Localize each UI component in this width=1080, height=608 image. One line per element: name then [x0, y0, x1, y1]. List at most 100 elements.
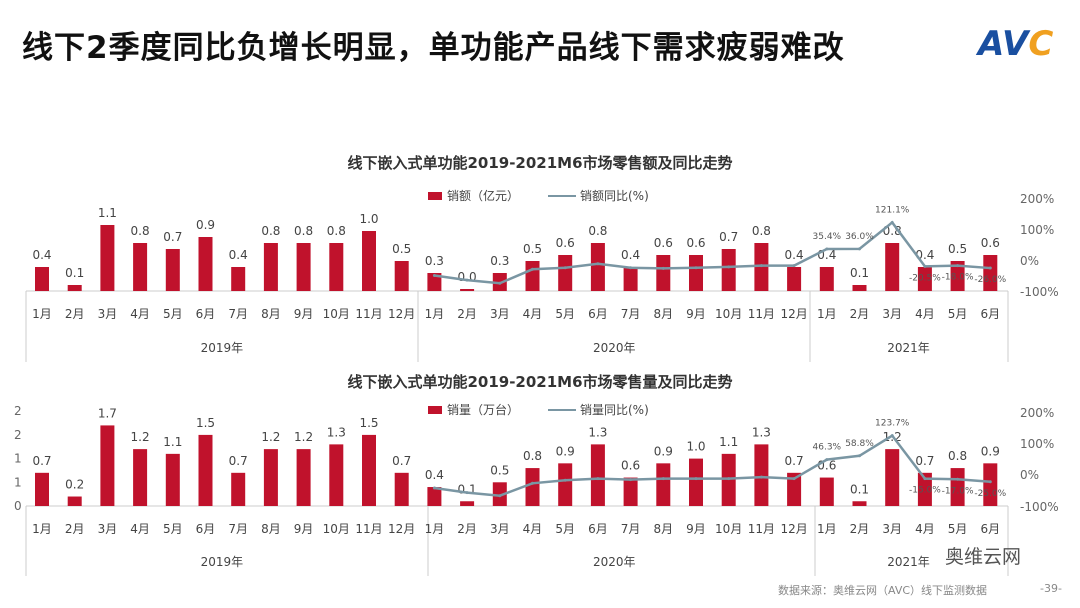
x-tick-label: 9月	[686, 522, 706, 536]
bar	[133, 449, 148, 506]
bar	[787, 472, 802, 506]
x-tick-label: 9月	[686, 307, 706, 321]
x-tick-label: 1月	[425, 522, 445, 536]
bar-value-label: 0.8	[131, 224, 150, 238]
bar	[689, 255, 703, 291]
x-tick-label: 3月	[882, 307, 902, 321]
bar	[263, 243, 278, 291]
yoy-label: -25.0%	[974, 489, 1006, 499]
yoy-point	[759, 475, 763, 479]
yoy-point	[465, 278, 469, 282]
bar-value-label: 1.0	[359, 212, 378, 226]
yoy-point	[661, 477, 665, 481]
bar	[35, 267, 49, 291]
x-tick-label: 1月	[817, 522, 837, 536]
x-tick-label: 10月	[715, 307, 742, 321]
x-tick-label: 12月	[388, 522, 415, 536]
yoy-point	[596, 477, 600, 481]
bar	[852, 285, 867, 291]
bar-value-label: 0.4	[229, 248, 248, 262]
yoy-label: -18.0%	[942, 273, 974, 283]
x-tick-label: 11月	[355, 307, 382, 321]
yoy-point	[890, 220, 894, 224]
bar	[656, 255, 671, 291]
bar-value-label: 0.4	[425, 468, 444, 482]
bar	[885, 449, 900, 506]
x-tick-label: 11月	[748, 307, 775, 321]
bar-value-label: 1.3	[588, 425, 607, 439]
legend-bar-swatch	[428, 406, 442, 414]
x-tick-label: 4月	[915, 307, 935, 321]
x-tick-label: 8月	[261, 307, 281, 321]
avc-logo: AVC	[978, 24, 1054, 64]
bar-value-label: 0.5	[392, 242, 411, 256]
bar	[656, 463, 671, 506]
bar	[165, 249, 180, 291]
x-tick-label: 6月	[980, 522, 1000, 536]
x-tick-label: 7月	[228, 522, 248, 536]
y2-tick-label: -100%	[1020, 285, 1059, 299]
group-label: 2020年	[593, 555, 636, 569]
bar	[885, 243, 900, 291]
bar	[67, 496, 82, 506]
yoy-point	[858, 247, 861, 251]
bar	[983, 463, 998, 506]
yoy-point	[792, 264, 796, 268]
legend-line-label: 销量同比(%)	[580, 403, 649, 417]
bar	[460, 501, 475, 506]
bar	[329, 444, 344, 506]
yoy-point	[432, 274, 436, 277]
y2-tick-label: -100%	[1020, 500, 1059, 514]
bar	[983, 255, 998, 291]
bar	[558, 463, 573, 506]
chart-title: 线下嵌入式单功能2019-2021M6市场零售量及同比走势	[347, 373, 732, 391]
bar	[165, 453, 180, 506]
bar-value-label: 0.5	[948, 242, 967, 256]
bar-value-label: 0.9	[654, 444, 673, 458]
bar-value-label: 1.1	[163, 435, 182, 449]
yoy-label: 58.8%	[845, 439, 874, 449]
x-tick-label: 12月	[780, 522, 807, 536]
bar-value-label: 0.5	[490, 463, 509, 477]
bar-value-label: 1.2	[261, 430, 280, 444]
yoy-point	[825, 247, 829, 251]
bar-value-label: 1.3	[752, 425, 771, 439]
yoy-point	[596, 262, 600, 266]
x-tick-label: 5月	[948, 522, 968, 536]
bar-value-label: 1.5	[359, 416, 378, 430]
x-tick-label: 12月	[388, 307, 415, 321]
yoy-point	[956, 477, 960, 481]
yoy-point	[498, 494, 502, 498]
x-tick-label: 2月	[65, 307, 85, 321]
bar-value-label: 0.8	[327, 224, 346, 238]
data-source: 数据来源：奥维云网（AVC）线下监测数据	[778, 584, 988, 597]
bar-value-label: 0.6	[621, 459, 640, 473]
yoy-point	[531, 267, 534, 271]
bar	[623, 477, 638, 506]
yoy-point	[694, 266, 698, 270]
bar	[100, 425, 115, 506]
x-tick-label: 1月	[32, 522, 52, 536]
yoy-label: 123.7%	[875, 419, 910, 429]
bar-value-label: 0.3	[425, 254, 444, 268]
bar	[35, 472, 49, 506]
bar	[950, 261, 965, 291]
bar	[590, 444, 605, 506]
x-tick-label: 6月	[196, 522, 216, 536]
yoy-line	[434, 220, 991, 285]
yoy-label: -26.0%	[974, 275, 1006, 285]
x-tick-label: 5月	[555, 307, 575, 321]
group-label: 2019年	[201, 341, 244, 355]
chart-title: 线下嵌入式单功能2019-2021M6市场零售额及同比走势	[347, 154, 732, 172]
bar-value-label: 0.7	[229, 454, 248, 468]
bar	[231, 472, 246, 506]
x-tick-label: 6月	[980, 307, 1000, 321]
bar-value-label: 0.4	[32, 248, 51, 262]
bar-value-label: 0.2	[65, 478, 84, 492]
x-tick-label: 7月	[621, 307, 641, 321]
yoy-point	[629, 266, 633, 270]
y2-tick-label: 0%	[1020, 468, 1039, 482]
bar	[427, 273, 442, 291]
bar-value-label: 1.5	[196, 416, 215, 430]
